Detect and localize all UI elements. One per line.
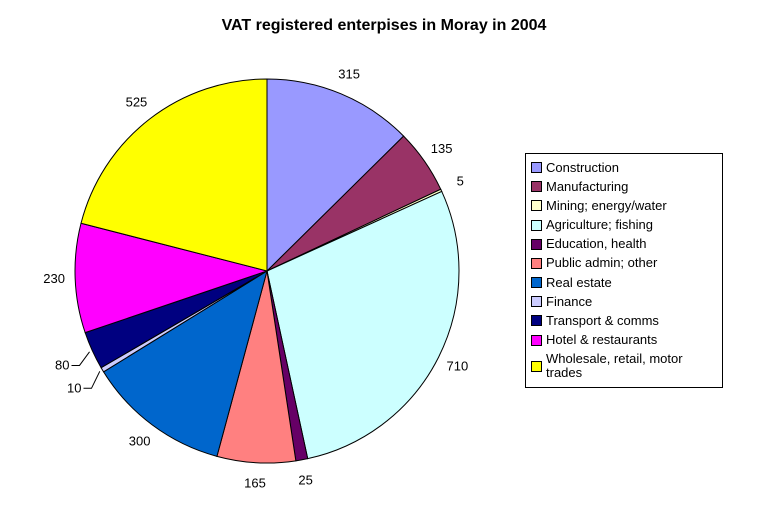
legend-item-real-estate: Real estate (531, 274, 717, 290)
legend-item-hotel-restaurants: Hotel & restaurants (531, 333, 717, 347)
pie-slice-construction (266, 78, 405, 273)
legend-label-real-estate: Real estate (546, 274, 612, 290)
chart-title: VAT registered enterpises in Moray in 20… (221, 17, 547, 34)
legend-swatch-construction (531, 162, 542, 174)
legend-swatch-manufacturing (531, 181, 542, 193)
legend-item-wholesale-retail-motor-trades: Wholesale, retail, motor trades (531, 352, 717, 380)
legend-swatch-finance (531, 296, 542, 308)
legend-item-education-health: Education, health (531, 237, 717, 251)
slice-value-label-manufacturing: 135 (431, 141, 453, 156)
slice-value-label-public-admin-other: 165 (244, 476, 266, 491)
legend-label-construction: Construction (546, 159, 619, 175)
slice-value-label-education-health: 25 (298, 472, 312, 487)
slice-value-label-construction: 315 (338, 66, 360, 81)
legend-swatch-mining-energy-water (531, 200, 542, 212)
legend-item-public-admin-other: Public admin; other (531, 256, 717, 270)
legend-label-education-health: Education, health (546, 236, 647, 252)
legend-swatch-public-admin-other (531, 257, 542, 269)
legend-item-agriculture-fishing: Agriculture; fishing (531, 218, 717, 232)
slice-value-label-real-estate: 300 (129, 434, 151, 449)
legend-swatch-hotel-restaurants (531, 334, 542, 346)
pie-slice-hotel-restaurants (74, 222, 269, 334)
legend-swatch-agriculture-fishing (531, 219, 542, 231)
legend-item-mining-energy-water: Mining; energy/water (531, 197, 717, 213)
legend-label-mining-energy-water: Mining; energy/water (546, 197, 667, 213)
legend-item-manufacturing: Manufacturing (531, 178, 717, 194)
legend-item-finance: Finance (531, 293, 717, 309)
legend: Construction Manufacturing Mining; energy/… (525, 153, 723, 388)
legend-label-hotel-restaurants: Hotel & restaurants (546, 332, 658, 348)
legend-swatch-education-health (531, 238, 542, 250)
pie-slice-real-estate (102, 269, 268, 457)
legend-label-public-admin-other: Public admin; other (546, 255, 658, 271)
slice-value-label-agriculture-fishing: 710 (447, 359, 469, 374)
slice-value-label-wholesale-retail-motor-trades: 525 (126, 95, 148, 110)
legend-swatch-wholesale-retail-motor-trades (531, 360, 542, 372)
slice-value-label-mining-energy-water: 5 (457, 174, 464, 189)
leader-line-finance (83, 371, 101, 389)
legend-label-wholesale-retail-motor-trades: Wholesale, retail, motor trades (546, 351, 683, 381)
pie-slice-agriculture-fishing (266, 190, 460, 460)
legend-label-finance: Finance (546, 293, 593, 309)
leader-line-transport-comms (71, 351, 90, 366)
legend-label-transport-comms: Transport & comms (546, 312, 659, 328)
slice-value-label-transport-comms: 80 (55, 357, 69, 372)
legend-swatch-transport-comms (531, 315, 542, 327)
legend-swatch-real-estate (531, 277, 542, 289)
legend-label-manufacturing: Manufacturing (546, 178, 629, 194)
legend-label-agriculture-fishing: Agriculture; fishing (546, 217, 653, 233)
pie-slice-wholesale-retail-motor-trades (80, 78, 268, 272)
legend-item-construction: Construction (531, 159, 717, 175)
legend-item-transport-comms: Transport & comms (531, 312, 717, 328)
slice-value-label-finance: 10 (67, 380, 81, 395)
slice-value-label-hotel-restaurants: 230 (43, 271, 65, 286)
